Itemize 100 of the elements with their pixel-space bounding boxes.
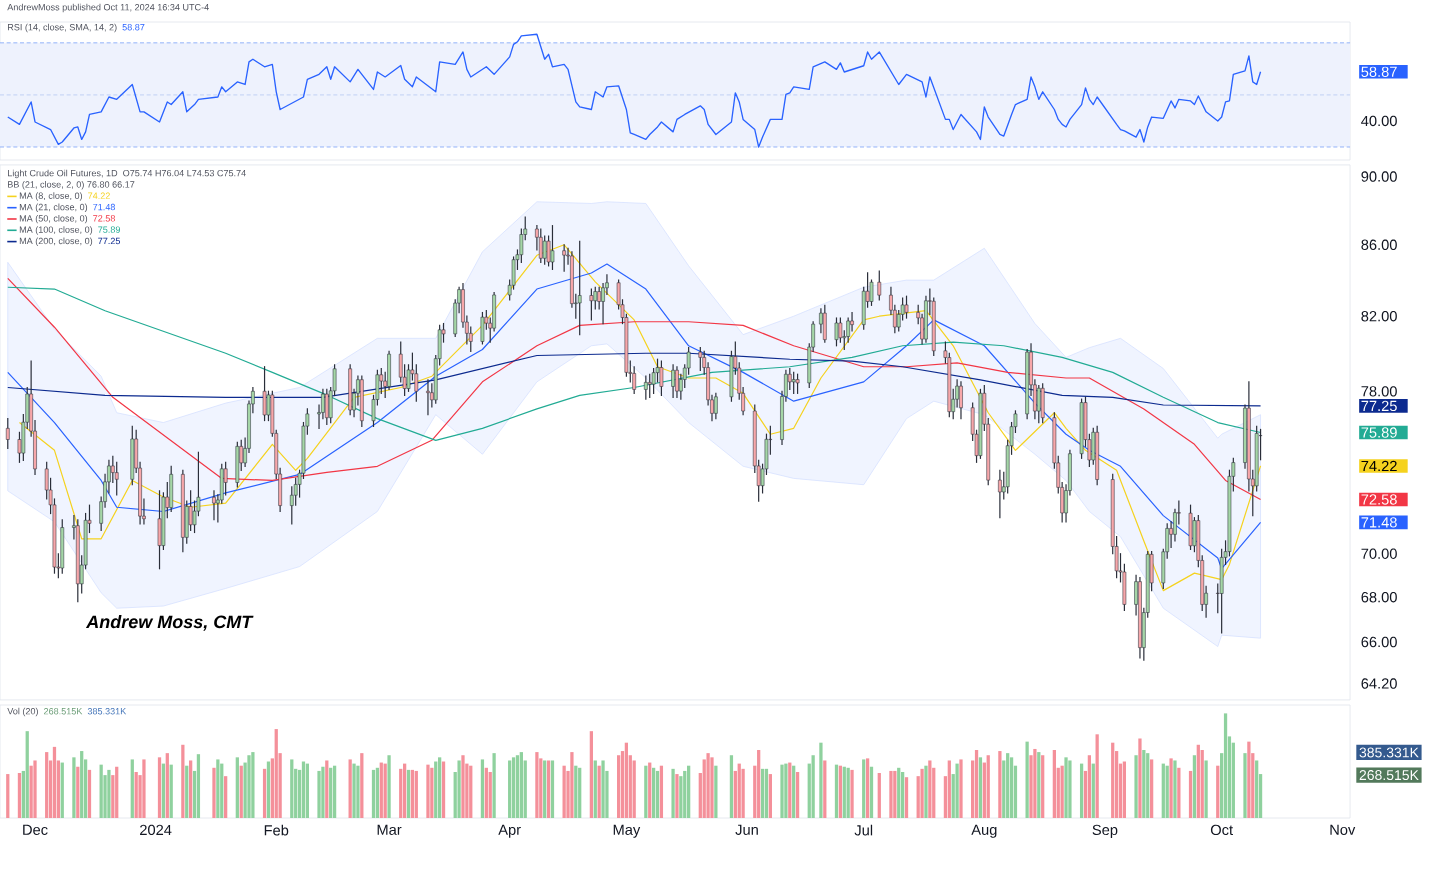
bar: [87, 769, 92, 819]
bar: [1122, 761, 1127, 819]
bar: [325, 760, 329, 819]
bar: [574, 765, 578, 819]
bar: [1068, 760, 1072, 819]
bar: [134, 771, 138, 819]
bar: [597, 765, 601, 819]
y-tick-label: 66.00: [1361, 636, 1397, 648]
annotation: 268.515K: [44, 708, 83, 715]
bar: [1138, 738, 1142, 819]
text: 71.48: [93, 203, 115, 211]
bar: [877, 773, 881, 819]
x-tick-label: Mar: [377, 824, 402, 835]
bar: [17, 773, 22, 819]
bar: [869, 766, 874, 819]
bar: [235, 757, 239, 819]
annotation: Andrew Moss, CMT: [85, 615, 254, 631]
text: 385.331K: [1359, 747, 1419, 758]
text: 268.515K: [1359, 770, 1419, 781]
bar: [1134, 755, 1138, 819]
bar: [764, 768, 769, 819]
bar: [457, 760, 461, 819]
bar: [45, 752, 49, 819]
bar: [757, 750, 761, 819]
chart-title: Light Crude Oil Futures, 1D: [8, 169, 118, 179]
bar: [570, 752, 574, 819]
bar: [414, 770, 418, 819]
bar: [402, 763, 407, 819]
bar: [675, 774, 679, 819]
bar: [220, 763, 224, 819]
bar: [72, 757, 76, 819]
bar: [1041, 755, 1045, 819]
bar: [387, 755, 391, 819]
bar: [1177, 767, 1181, 819]
bar: [893, 770, 897, 819]
bar: [842, 766, 846, 819]
bar: [1223, 713, 1228, 819]
x-tick-label: Dec: [23, 824, 48, 835]
text: 58.87: [122, 24, 145, 31]
bar: [889, 770, 893, 819]
bar: [823, 760, 827, 819]
bar: [434, 761, 438, 819]
bar: [426, 764, 430, 819]
bar: [430, 767, 434, 819]
bar: [616, 755, 621, 819]
bar: [161, 763, 166, 819]
y-tick-label: 75.89: [1361, 427, 1397, 438]
bar: [185, 765, 189, 819]
bar: [780, 764, 784, 819]
chart-title: Vol (20): [7, 707, 38, 717]
bar: [399, 768, 403, 819]
bar: [535, 752, 539, 819]
y-tick-label: 40.00: [1361, 115, 1397, 127]
bar: [492, 753, 496, 819]
bar: [76, 766, 80, 819]
bar: [1146, 753, 1150, 819]
bar: [80, 751, 84, 819]
bar: [1169, 758, 1173, 819]
legend-label: MA (200, close, 0): [19, 237, 93, 246]
bar: [1188, 770, 1193, 819]
bar: [352, 763, 356, 819]
y-tick-label: 70.00: [1361, 548, 1397, 559]
legend-label: MA (50, close, 0): [19, 214, 88, 224]
bar: [52, 746, 57, 819]
bar: [792, 765, 796, 819]
text: 72.58: [93, 215, 115, 222]
bar: [321, 766, 325, 819]
bar: [181, 744, 185, 819]
annotation: 385.331K: [87, 708, 127, 715]
bar: [480, 759, 485, 819]
bar: [897, 767, 901, 819]
bar: [438, 757, 442, 819]
bar: [6, 774, 10, 819]
bar: [488, 771, 492, 819]
bar: [332, 765, 337, 819]
bar: [671, 768, 675, 819]
x-tick-label: Apr: [498, 824, 521, 838]
bar: [1087, 755, 1092, 819]
bar: [1025, 741, 1029, 819]
bar: [998, 751, 1002, 819]
text: 77.25: [98, 237, 121, 245]
bar: [784, 763, 788, 819]
bar: [515, 755, 520, 819]
bar: [659, 765, 664, 819]
bar: [142, 759, 146, 819]
bar: [383, 763, 387, 819]
x-tick-label: Oct: [1210, 824, 1233, 836]
bar: [115, 766, 119, 819]
bar: [1033, 748, 1037, 819]
bar: [1111, 742, 1115, 819]
bar: [1009, 757, 1014, 819]
bar: [593, 760, 597, 819]
bar: [648, 762, 652, 819]
bar: [266, 761, 271, 819]
bar: [920, 768, 924, 819]
x-tick-label: Jul: [854, 824, 873, 836]
bar: [239, 765, 243, 819]
bar: [811, 755, 815, 819]
bar: [247, 755, 251, 819]
bar: [986, 755, 990, 819]
